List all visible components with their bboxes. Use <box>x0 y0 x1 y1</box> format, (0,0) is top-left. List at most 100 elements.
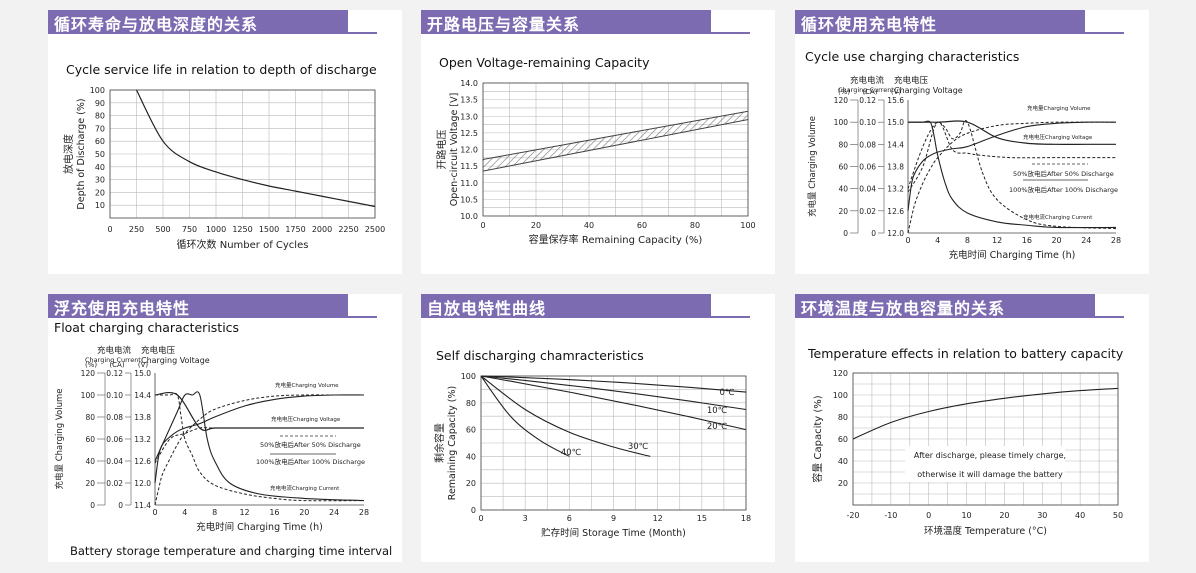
chart-open-voltage: 10.0 10.5 11.0 11.5 12.0 12.5 13.0 13.5 14.0 0 20 4… <box>435 79 756 246</box>
unit-v: (V) <box>891 88 902 96</box>
y-tick-label: 11.0 <box>460 179 478 188</box>
panel-header: 循环寿命与放电深度的关系 <box>48 10 402 34</box>
x-axis-label: 容量保存率 Remaining Capacity (%) <box>529 233 703 246</box>
panel-temperature: 环境温度与放电容量的关系 Temperature effects in rela… <box>795 294 1149 562</box>
panel-self-discharge: 自放电特性曲线 Self discharging chamracteristic… <box>421 294 775 562</box>
series-label: 40℃ <box>561 448 582 458</box>
panel-title: 循环寿命与放电深度的关系 <box>54 15 259 34</box>
series-label: 30℃ <box>628 442 649 452</box>
x-tick-label: 6 <box>567 514 572 523</box>
x-tick-label: 9 <box>611 514 616 523</box>
y-tick-label: 100 <box>461 372 476 381</box>
plot-frame <box>482 82 749 217</box>
y-tick-v: 15.6 <box>887 96 904 105</box>
x-tick-label: 8 <box>212 508 217 517</box>
panel-header: 循环使用充电特性 <box>795 10 1149 34</box>
y-tick-pct: 100 <box>81 391 96 400</box>
y-tick-label: 10 <box>95 201 105 210</box>
y-tick-ca: 0.12 <box>859 96 876 105</box>
y-tick-label: 13.0 <box>460 112 478 121</box>
y-tick-v: 12.6 <box>887 207 904 216</box>
x-tick-label: 12 <box>992 236 1002 245</box>
y-tick-label: 60 <box>95 137 105 146</box>
y-tick-v: 12.0 <box>134 479 151 488</box>
x-tick-label: 0 <box>905 236 910 245</box>
x-tick-label: 40 <box>1075 511 1085 520</box>
x-tick-label: 16 <box>1022 236 1032 245</box>
x-tick-label: 500 <box>155 225 170 234</box>
y-tick-pct: 100 <box>834 118 849 127</box>
label-current: 充电电流Charging Current <box>1023 213 1093 221</box>
panel-float-charging: 浮充使用充电特性 Float charging characteristics … <box>48 294 402 562</box>
y-tick-label: 120 <box>833 369 848 378</box>
y-tick-label: 80 <box>838 413 848 422</box>
series-upper <box>482 110 749 160</box>
y-tick-pct: 40 <box>85 457 95 466</box>
series-voltage-solid <box>908 120 1116 146</box>
y-axis-label-en: Depth of Discharge (%) <box>76 98 87 209</box>
panel-cycle-life: 循环寿命与放电深度的关系 Cycle service life in relat… <box>48 10 402 274</box>
x-tick-label: 1500 <box>259 225 279 234</box>
series-label: 10℃ <box>707 406 728 416</box>
y-tick-label: 100 <box>90 86 105 95</box>
y-tick-label: 80 <box>466 399 476 408</box>
label-current: 充电电流Charging Current <box>270 484 340 492</box>
y-tick-label: 100 <box>833 391 848 400</box>
x-tick-label: 4 <box>935 236 940 245</box>
chart-subtitle: Cycle use charging characteristics <box>805 49 1020 64</box>
series-voltage-dashed <box>154 427 364 464</box>
series-label: 0℃ <box>720 388 735 398</box>
x-axis-label: 贮存时间 Storage Time (Month) <box>541 527 686 539</box>
y-tick-v: 13.2 <box>887 185 904 194</box>
series-current-solid <box>908 120 1117 229</box>
y-tick-ca: 0 <box>871 229 876 238</box>
series-line <box>480 375 747 411</box>
x-tick-label: 20 <box>999 511 1009 520</box>
x-tick-label: -10 <box>884 511 897 520</box>
chart-self-discharge: 0 20 40 60 80 100 0 3 6 9 12 15 18 0℃ 10℃ 20℃ 30℃ 40℃ 贮存时间… <box>433 372 751 539</box>
col2-cn: 充电电压 <box>141 345 176 356</box>
y-tick-v: 13.8 <box>134 413 151 422</box>
y-tick-pct: 120 <box>834 96 849 105</box>
chart-subtitle: Cycle service life in relation to depth … <box>66 62 377 77</box>
y-axis-label-group: 开路电压 Open-circuit Voltage [V] <box>435 93 460 207</box>
x-tick-label: 0 <box>478 514 483 523</box>
unit-ca: (CA) <box>862 88 877 96</box>
x-tick-label: 16 <box>269 508 279 517</box>
note-bg <box>905 446 1065 482</box>
x-tick-label: 80 <box>690 221 700 230</box>
panel-title: 循环使用充电特性 <box>801 15 938 34</box>
y-axis-label-en: Open-circuit Voltage [V] <box>449 93 460 207</box>
x-tick-label: 100 <box>740 221 755 230</box>
label-50-discharge: 50%放电后After 50% Discharge <box>260 440 361 449</box>
y-tick-v: 14.4 <box>134 391 151 400</box>
x-tick-label: 30 <box>1037 511 1047 520</box>
panel-title: 开路电压与容量关系 <box>427 15 581 34</box>
y-tick-pct: 20 <box>838 207 848 216</box>
y-axis-label-group: 放电深度 Depth of Discharge (%) <box>62 98 87 209</box>
series-line <box>480 375 651 457</box>
y-tick-ca: 0.08 <box>106 413 123 422</box>
plot-frame <box>480 375 747 511</box>
x-tick-label: 2500 <box>365 225 385 234</box>
panel-title: 环境温度与放电容量的关系 <box>801 299 1006 318</box>
x-tick-label: 1000 <box>206 225 226 234</box>
panel-header: 浮充使用充电特性 <box>48 294 402 318</box>
y-tick-v: 13.8 <box>887 163 904 172</box>
plot-frame <box>109 89 376 219</box>
unit-ca: (CA) <box>109 361 124 369</box>
panel-title: 浮充使用充电特性 <box>54 299 191 318</box>
series-voltage-dashed <box>907 121 1116 193</box>
series-line <box>852 387 1119 440</box>
chart-subtitle: Temperature effects in relation to batte… <box>808 346 1124 361</box>
series-voltage-solid <box>154 391 364 432</box>
y-tick-label: 12.5 <box>460 129 478 138</box>
label-volume: 充电量Charging Volume <box>1027 104 1091 112</box>
y-axis-label: 充电量 Charging Volume <box>807 116 818 217</box>
panel-header: 自放电特性曲线 <box>421 294 775 318</box>
y-tick-ca: 0.12 <box>106 369 123 378</box>
bottom-note: Battery storage temperature and charging… <box>70 544 393 558</box>
y-tick-label: 40 <box>466 452 476 461</box>
series-label: 20℃ <box>707 422 728 432</box>
